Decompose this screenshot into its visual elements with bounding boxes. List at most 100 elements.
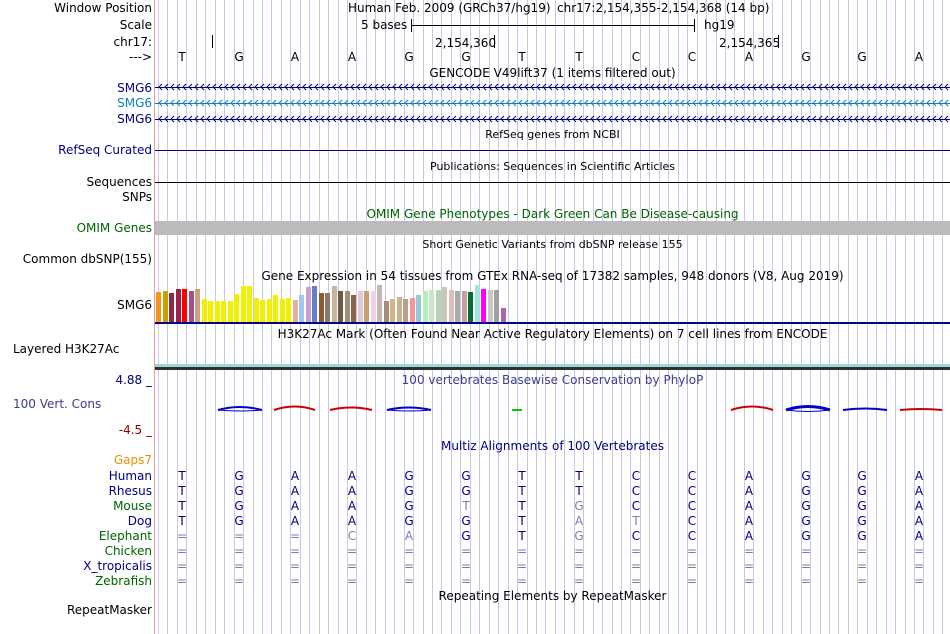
gtex-tissue-bar[interactable] [240, 286, 246, 322]
track-label-smg6-3[interactable]: SMG6 [117, 112, 152, 126]
gtex-tissue-bar[interactable] [481, 289, 486, 322]
track-label-phylop[interactable]: 100 Vert. Cons [13, 397, 102, 411]
gridline [848, 0, 849, 634]
gtex-tissue-bar[interactable] [351, 295, 356, 322]
track-label-h3k27ac[interactable]: Layered H3K27Ac [13, 342, 120, 356]
gtex-tissue-bar[interactable] [370, 291, 376, 322]
track-label-smg6-2[interactable]: SMG6 [117, 96, 152, 110]
species-label[interactable]: Elephant [98, 529, 152, 543]
h3k27ac-signal-dark[interactable] [155, 367, 950, 370]
gtex-tissue-bar[interactable] [364, 291, 369, 322]
gtex-tissue-bar[interactable] [273, 295, 278, 322]
gtex-tissue-bar[interactable] [429, 290, 434, 322]
gtex-tissue-bar[interactable] [195, 289, 200, 322]
gtex-tissue-bar[interactable] [474, 285, 480, 322]
track-label-sequences[interactable]: Sequences [86, 175, 152, 189]
species-label[interactable]: Rhesus [108, 484, 152, 498]
track-label-omim[interactable]: OMIM Genes [76, 221, 152, 235]
gtex-tissue-bar[interactable] [286, 298, 291, 322]
gtex-tissue-bar[interactable] [318, 293, 324, 322]
gtex-tissue-bar[interactable] [227, 301, 233, 322]
species-label[interactable]: Human [108, 469, 152, 483]
gtex-tissue-bar[interactable] [188, 291, 194, 322]
track-label-smg6-1[interactable]: SMG6 [117, 81, 152, 95]
gtex-tissue-bar[interactable] [422, 291, 428, 322]
gtex-tissue-bar[interactable] [208, 301, 213, 322]
gtex-tissue-bar[interactable] [325, 293, 330, 322]
species-label[interactable]: Dog [127, 514, 152, 528]
gtex-tissue-bar[interactable] [390, 299, 395, 322]
multiz-track-title[interactable]: Multiz Alignments of 100 Vertebrates [440, 439, 665, 453]
gtex-track-title[interactable]: Gene Expression in 54 tissues from GTEx … [261, 269, 844, 283]
gtex-tissue-bar[interactable] [162, 291, 168, 322]
omim-track-title[interactable]: OMIM Gene Phenotypes - Dark Green Can Be… [366, 207, 739, 221]
gtex-tissue-bar[interactable] [396, 297, 402, 322]
gtex-tissue-bar[interactable] [279, 299, 285, 322]
dbsnp-track-title[interactable]: Short Genetic Variants from dbSNP releas… [422, 238, 683, 251]
refseq-gene-line[interactable] [155, 150, 950, 151]
species-label[interactable]: Zebrafish [95, 574, 152, 588]
track-label-repeatmasker[interactable]: RepeatMasker [66, 603, 152, 617]
gtex-tissue-bar[interactable] [247, 286, 252, 322]
gtex-tissue-bar[interactable] [260, 300, 265, 322]
gtex-tissue-bar[interactable] [416, 295, 421, 322]
gtex-tissue-bar[interactable] [312, 286, 317, 322]
gtex-tissue-bar[interactable] [344, 291, 350, 322]
gtex-tissue-bar[interactable] [383, 301, 389, 322]
h3k27ac-signal-teal[interactable] [155, 364, 950, 367]
sequences-line[interactable] [155, 182, 950, 183]
publications-track-title[interactable]: Publications: Sequences in Scientific Ar… [430, 160, 675, 173]
gtex-tissue-bar[interactable] [175, 289, 181, 322]
strand-arrow-label[interactable]: ---> [128, 50, 152, 64]
alignment-base: = [686, 559, 698, 573]
gtex-tissue-bar[interactable] [305, 287, 311, 322]
gtex-tissue-bar[interactable] [455, 291, 460, 322]
track-label-refseq[interactable]: RefSeq Curated [58, 143, 152, 157]
gtex-tissue-bar[interactable] [403, 299, 408, 322]
gtex-tissue-bar[interactable] [487, 290, 493, 322]
gtex-tissue-bar[interactable] [201, 299, 207, 322]
gtex-tissue-bar[interactable] [182, 289, 187, 322]
gtex-tissue-bar[interactable] [331, 286, 337, 322]
track-label-common-dbsnp[interactable]: Common dbSNP(155) [22, 252, 152, 266]
gtex-tissue-bar[interactable] [266, 299, 272, 322]
gencode-transcript-3[interactable] [155, 119, 950, 120]
gtex-tissue-bar[interactable] [357, 291, 363, 322]
sequence-base: G [801, 50, 811, 64]
gridline [867, 0, 868, 634]
gencode-transcript-2[interactable] [155, 103, 950, 104]
gtex-tissue-bar[interactable] [234, 294, 239, 322]
gtex-tissue-bar[interactable] [377, 285, 382, 322]
omim-gene-bar[interactable] [155, 221, 950, 235]
gtex-tissue-bar[interactable] [292, 300, 298, 322]
species-label[interactable]: X_tropicalis [83, 559, 152, 573]
gtex-tissue-bar[interactable] [500, 308, 506, 322]
h3k27ac-track-title[interactable]: H3K27Ac Mark (Often Found Near Active Re… [277, 327, 828, 341]
repeatmasker-track-title[interactable]: Repeating Elements by RepeatMasker [438, 589, 667, 603]
gtex-tissue-bar[interactable] [214, 301, 220, 322]
phylop-track-title[interactable]: 100 vertebrates Basewise Conservation by… [401, 373, 704, 387]
track-label-gaps[interactable]: Gaps7 [113, 453, 152, 467]
gtex-tissue-bar[interactable] [169, 293, 174, 322]
gtex-tissue-bar[interactable] [468, 292, 473, 322]
gtex-tissue-bar[interactable] [448, 290, 454, 322]
gtex-tissue-bar[interactable] [409, 298, 415, 322]
gtex-tissue-bar[interactable] [221, 301, 226, 322]
gtex-tissue-bar[interactable] [338, 291, 343, 322]
species-label[interactable]: Mouse [113, 499, 152, 513]
track-label-gtex-smg6[interactable]: SMG6 [117, 298, 152, 312]
gencode-track-title[interactable]: GENCODE V49lift37 (1 items filtered out) [429, 66, 676, 80]
gtex-tissue-bar[interactable] [442, 287, 447, 322]
phylop-wiggle[interactable] [155, 400, 950, 420]
gtex-tissue-bar[interactable] [494, 290, 499, 322]
gencode-transcript-1[interactable] [155, 87, 950, 88]
gtex-tissue-bar[interactable] [156, 292, 161, 322]
gtex-tissue-bar[interactable] [461, 291, 467, 322]
gtex-tissue-bar[interactable] [299, 295, 304, 322]
species-label[interactable]: Chicken [104, 544, 152, 558]
refseq-track-title[interactable]: RefSeq genes from NCBI [485, 128, 620, 141]
track-image[interactable]: Human Feb. 2009 (GRCh37/hg19) chr17:2,15… [155, 0, 950, 634]
track-label-snps[interactable]: SNPs [122, 190, 152, 204]
gtex-tissue-bar[interactable] [435, 290, 441, 322]
gtex-tissue-bar[interactable] [253, 298, 259, 322]
